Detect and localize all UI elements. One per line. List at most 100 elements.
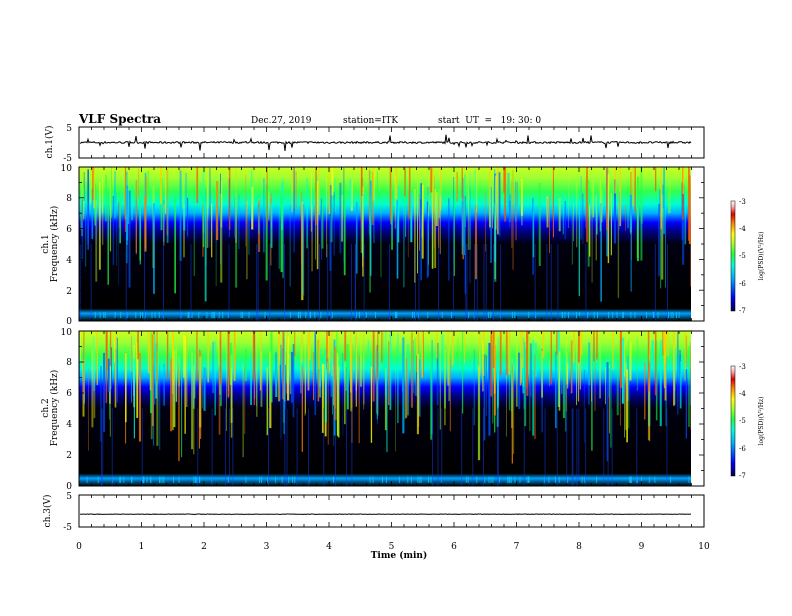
hot-streak: [655, 167, 656, 191]
sferic-streak: [347, 344, 349, 409]
low-freq-streak: [159, 477, 160, 483]
sferic-streak: [111, 168, 112, 218]
sferic-streak: [93, 336, 95, 391]
ch2-spectrogram-panel: 0 2 4 6 8 10 ch.2 Frequency (kHz): [41, 328, 704, 492]
time-tick-10: 10: [698, 542, 710, 552]
full-band-streak: [331, 244, 332, 321]
low-freq-streak: [630, 312, 631, 318]
low-freq-streak: [219, 312, 220, 318]
hot-streak: [160, 167, 162, 204]
hot-streak: [326, 331, 327, 370]
hot-streak: [551, 331, 552, 385]
sferic-streak: [488, 343, 490, 436]
sferic-streak: [371, 367, 372, 443]
sferic-streak: [335, 178, 336, 212]
hot-streak: [196, 331, 197, 381]
low-freq-streak: [676, 312, 677, 318]
full-band-streak: [225, 409, 226, 487]
hot-streak: [148, 331, 150, 373]
low-freq-streak: [555, 477, 556, 483]
sferic-streak: [275, 352, 277, 384]
hot-streak: [106, 331, 108, 403]
sferic-streak: [584, 370, 585, 443]
hot-streak: [493, 331, 495, 368]
sferic-streak: [411, 332, 413, 407]
sferic-streak: [511, 358, 513, 412]
sferic-streak: [384, 332, 385, 370]
hot-streak: [396, 167, 398, 199]
sferic-streak: [380, 189, 381, 277]
sferic-streak: [338, 367, 340, 438]
low-freq-streak: [145, 312, 146, 318]
full-band-streak: [467, 244, 468, 321]
hot-streak: [497, 167, 499, 234]
hot-streak: [452, 331, 454, 366]
sferic-streak: [549, 196, 550, 254]
sferic-streak: [595, 362, 596, 411]
low-freq-streak: [140, 312, 141, 318]
low-freq-streak: [222, 312, 223, 318]
full-band-streak: [233, 409, 234, 487]
hot-streak: [157, 331, 158, 382]
full-band-streak: [268, 409, 269, 487]
ch2-cb-tick-m3: -3: [739, 363, 746, 371]
sferic-streak: [686, 369, 687, 438]
low-freq-streak: [411, 477, 412, 483]
hot-streak: [92, 167, 93, 200]
hot-streak: [350, 331, 351, 393]
sferic-streak: [88, 367, 89, 450]
sferic-streak: [640, 167, 642, 260]
full-band-streak: [256, 244, 257, 321]
low-freq-streak: [228, 477, 229, 483]
hot-streak: [93, 167, 95, 208]
sferic-streak: [625, 204, 626, 231]
hot-streak: [520, 331, 522, 385]
ch1-waveform-panel: 5 -5 ch.1(V): [44, 124, 704, 164]
hot-streak: [662, 331, 663, 355]
sferic-streak: [397, 334, 398, 424]
sferic-streak: [534, 354, 535, 439]
sferic-streak: [408, 191, 409, 258]
sferic-streak: [555, 352, 557, 429]
sferic-streak: [530, 337, 531, 431]
sferic-streak: [368, 341, 370, 374]
full-band-streak: [573, 409, 574, 487]
header-station: station=ITK: [343, 116, 398, 126]
sferic-streak: [170, 359, 172, 432]
hot-streak: [447, 331, 448, 386]
sferic-streak: [322, 194, 324, 249]
hot-streak: [150, 331, 152, 390]
hot-streak: [356, 331, 357, 407]
low-freq-streak: [366, 312, 367, 318]
hot-streak: [648, 331, 650, 392]
sferic-streak: [87, 169, 89, 249]
sferic-streak: [618, 203, 619, 298]
sferic-streak: [102, 179, 103, 245]
hot-streak: [318, 331, 319, 369]
ch2-freq-tick-10: 10: [61, 328, 73, 338]
hot-streak: [377, 331, 378, 380]
hot-streak: [125, 167, 126, 232]
sferic-streak: [567, 353, 568, 385]
low-freq-streak: [131, 477, 132, 483]
low-freq-streak: [431, 477, 432, 483]
low-freq-streak: [587, 312, 588, 318]
hot-streak: [462, 167, 463, 198]
hot-streak: [423, 331, 424, 378]
full-band-streak: [577, 409, 578, 487]
sferic-streak: [163, 205, 164, 246]
sferic-streak: [295, 171, 297, 209]
full-band-streak: [327, 244, 328, 321]
hot-streak: [619, 167, 621, 226]
ch1-colorbar-gradient: [731, 201, 735, 311]
low-freq-streak: [417, 477, 418, 483]
low-freq-streak: [206, 312, 207, 318]
low-freq-streak: [179, 477, 180, 483]
sferic-streak: [398, 186, 400, 242]
low-freq-streak: [421, 477, 422, 483]
sferic-streak: [313, 352, 314, 400]
low-freq-streak: [671, 312, 672, 318]
sferic-streak: [685, 194, 687, 244]
sferic-streak: [658, 204, 660, 276]
sferic-streak: [245, 175, 246, 247]
